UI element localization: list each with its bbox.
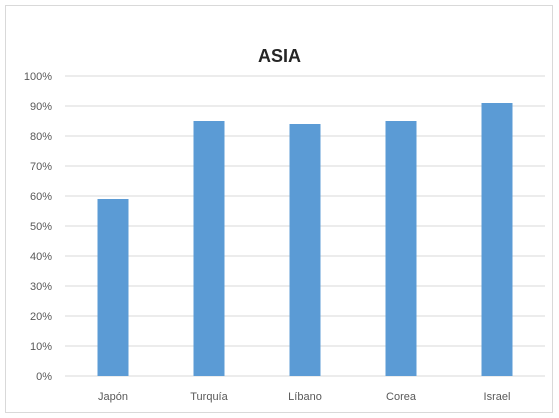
bar-corea [385, 121, 417, 376]
x-category-label: Turquía [190, 391, 228, 403]
x-category-label: Corea [386, 391, 417, 403]
chart-frame [5, 5, 553, 413]
y-tick-label: 70% [30, 161, 52, 173]
y-tick-label: 20% [30, 311, 52, 323]
y-tick-label: 40% [30, 251, 52, 263]
x-category-label: Israel [484, 391, 511, 403]
bars [97, 103, 513, 376]
bar-turquia [193, 121, 225, 376]
y-tick-label: 100% [24, 71, 52, 83]
x-category-label: Líbano [288, 391, 322, 403]
chart-title: ASIA [257, 46, 301, 66]
y-tick-label: 10% [30, 341, 52, 353]
y-axis-tick-labels: 0% 10% 20% 30% 40% 50% 60% 70% 80% 90% 100% [24, 71, 52, 383]
bar-libano [289, 124, 321, 376]
y-tick-label: 80% [30, 131, 52, 143]
bar-japon [97, 199, 129, 376]
x-category-label: Japón [98, 391, 128, 403]
x-axis-category-labels: Japón Turquía Líbano Corea Israel [98, 391, 510, 403]
y-tick-label: 50% [30, 221, 52, 233]
y-tick-label: 90% [30, 101, 52, 113]
y-tick-label: 0% [36, 371, 52, 383]
bar-israel [481, 103, 513, 376]
y-tick-label: 30% [30, 281, 52, 293]
y-tick-label: 60% [30, 191, 52, 203]
